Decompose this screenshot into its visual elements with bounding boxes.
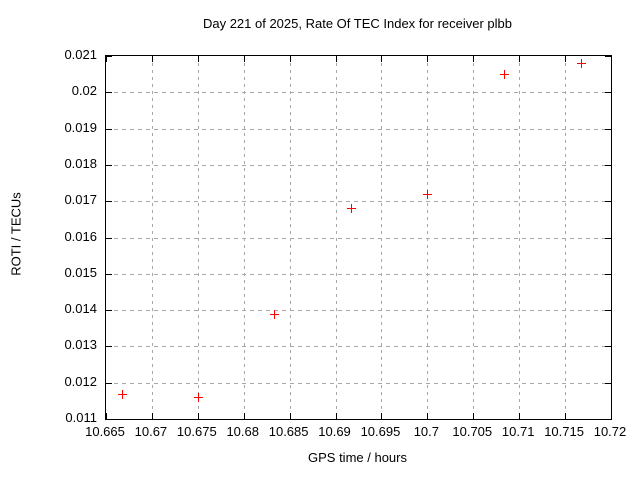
x-tick [519,56,521,62]
y-gridline [106,201,611,203]
y-tick [106,237,112,239]
data-point [193,393,203,403]
x-tick [289,56,291,62]
x-tick [197,56,199,62]
y-tick [605,419,611,420]
x-tick-label: 10.71 [501,424,535,439]
x-tick-label: 10.68 [226,424,259,439]
y-tick [106,92,112,94]
x-tick [106,56,107,62]
data-point [576,59,586,69]
data-point [117,389,127,399]
y-tick-label: 0.021 [64,47,97,62]
x-tick-label: 10.675 [176,424,217,439]
y-tick [106,128,112,130]
data-point [270,309,280,319]
y-tick [605,164,611,166]
x-tick-label: 10.67 [134,424,168,439]
x-tick [519,413,521,419]
y-gridline [106,128,611,130]
x-tick [381,413,383,419]
x-tick [197,413,199,419]
x-tick-label: 10.715 [544,424,584,439]
y-tick-label: 0.019 [64,119,97,135]
y-tick-label: 0.018 [64,155,97,171]
y-tick-label: 0.013 [64,337,97,353]
plot-area [105,55,612,420]
x-tick [243,56,245,62]
y-tick [605,273,611,275]
y-tick [106,419,112,420]
x-tick [611,413,612,419]
x-tick [243,413,245,419]
y-tick [106,164,112,166]
y-tick-label: 0.02 [71,83,97,99]
y-gridline [106,92,611,94]
x-tick [106,413,107,419]
x-tick-label: 10.705 [452,424,493,439]
y-tick [106,201,112,203]
y-tick [106,346,112,348]
x-tick-label: 10.695 [360,424,401,439]
y-gridline [106,273,611,275]
x-tick [427,413,429,419]
y-tick-label: 0.011 [65,410,97,425]
x-tick-label: 10.685 [268,424,309,439]
y-gridline [106,346,611,348]
y-tick [106,310,112,312]
x-tick [565,56,567,62]
y-gridline [106,237,611,239]
y-gridline [106,382,611,384]
x-tick [473,413,475,419]
y-tick [605,237,611,239]
x-tick [565,413,567,419]
data-point [347,204,357,214]
x-tick-label: 10.665 [85,424,125,439]
x-tick [427,56,429,62]
x-tick [335,56,337,62]
chart-title: Day 221 of 2025, Rate Of TEC Index for r… [202,16,513,31]
y-tick [605,310,611,312]
y-tick [106,382,112,384]
x-tick [335,413,337,419]
x-tick-label: 10.72 [593,424,627,439]
y-gridline [106,310,611,312]
y-tick [605,201,611,203]
y-tick [605,382,611,384]
data-point [499,70,509,80]
y-tick-label: 0.015 [64,264,97,280]
x-tick [151,413,153,419]
x-tick [611,56,612,62]
y-gridline [106,164,611,166]
data-point [423,189,433,199]
x-tick-label: 10.69 [318,424,351,439]
x-axis-label: GPS time / hours [308,450,407,465]
y-tick-label: 0.012 [64,373,97,389]
x-tick [381,56,383,62]
y-tick [106,56,112,57]
y-tick-label: 0.014 [64,301,97,317]
y-tick [605,56,611,57]
x-tick-label: 10.7 [413,424,440,439]
y-tick [605,92,611,94]
y-tick [605,128,611,130]
y-tick [106,273,112,275]
y-tick-label: 0.016 [64,228,97,244]
x-tick [289,413,291,419]
y-tick [605,346,611,348]
x-tick [151,56,153,62]
y-tick-label: 0.017 [64,192,97,208]
x-tick [473,56,475,62]
